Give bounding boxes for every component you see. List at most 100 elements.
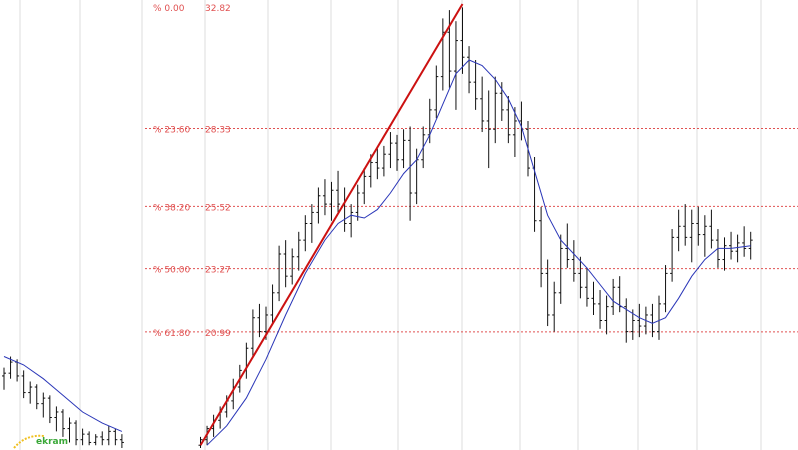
ohlc-bar xyxy=(54,406,59,432)
ohlc-bar xyxy=(506,96,511,144)
ohlc-bar xyxy=(106,425,111,446)
ohlc-bar xyxy=(283,240,288,288)
ohlc-bar xyxy=(650,303,655,338)
ohlc-bar xyxy=(244,342,249,379)
ohlc-bar xyxy=(113,428,118,446)
ohlc-bar xyxy=(80,428,85,446)
ohlc-bar xyxy=(584,267,589,307)
moving-average-line xyxy=(206,59,751,446)
ohlc-bar xyxy=(28,381,33,404)
ohlc-bar xyxy=(336,170,341,213)
ohlc-bar xyxy=(100,431,105,446)
fib-price-label: 23.27 xyxy=(205,266,231,276)
ohlc-bar xyxy=(375,148,380,180)
ohlc-bar xyxy=(670,229,675,282)
ohlc-bar xyxy=(395,134,399,171)
logo: ekram xyxy=(13,434,68,449)
ohlc-bar xyxy=(401,129,406,169)
ohlc-bar xyxy=(34,384,39,410)
ohlc-bar xyxy=(257,303,262,338)
ohlc-bar xyxy=(748,231,753,260)
ohlc-bar xyxy=(67,417,72,443)
ohlc-bar xyxy=(277,245,282,302)
ohlc-bar xyxy=(558,234,563,304)
ohlc-bar xyxy=(598,290,603,329)
ohlc-bar xyxy=(512,107,517,157)
ohlc-bars xyxy=(2,7,753,448)
ohlc-bar xyxy=(676,209,681,252)
grid xyxy=(19,0,762,450)
trendline-group xyxy=(199,3,464,446)
ohlc-bar xyxy=(74,420,79,446)
ohlc-bar xyxy=(493,76,498,144)
ohlc-bar xyxy=(303,215,308,252)
fib-percent-label: % 50.00 xyxy=(153,266,190,276)
ohlc-bar xyxy=(539,206,544,288)
ohlc-bar xyxy=(473,59,478,110)
ohlc-bar xyxy=(630,309,635,340)
ohlc-bar xyxy=(604,295,609,335)
ohlc-bar xyxy=(735,234,740,263)
ohlc-bar xyxy=(578,256,583,299)
trendline xyxy=(199,3,464,446)
fibonacci-levels: % 0.00 32.82 % 23.60 28.33 % 38.20 25.52 % 50.… xyxy=(145,4,798,339)
ohlc-bar xyxy=(447,10,452,88)
ohlc-bar xyxy=(657,295,661,340)
ohlc-bar xyxy=(388,132,393,169)
ohlc-bar xyxy=(381,145,386,177)
fib-percent-label: % 0.00 xyxy=(153,4,185,14)
ohlc-bar xyxy=(198,436,203,448)
ohlc-bar xyxy=(434,65,439,119)
ohlc-bar xyxy=(87,431,92,446)
ohlc-bar xyxy=(702,215,707,257)
fib-price-label: 25.52 xyxy=(205,203,231,213)
ohlc-bar xyxy=(624,298,629,343)
ohlc-bar xyxy=(250,309,255,357)
ohlc-bar xyxy=(480,76,485,133)
ohlc-bar xyxy=(545,259,550,327)
fib-price-label: 32.82 xyxy=(205,4,231,14)
ohlc-bar xyxy=(453,21,458,110)
ohlc-bar xyxy=(355,184,360,221)
ohlc-bar xyxy=(696,206,701,246)
ohlc-bar xyxy=(47,395,52,424)
fib-percent-label: % 38.20 xyxy=(153,203,190,213)
ohlc-bar xyxy=(663,265,668,313)
ohlc-bar xyxy=(60,409,65,437)
ohlc-bar xyxy=(2,367,6,390)
ohlc-bar xyxy=(119,434,124,448)
ohlc-bar xyxy=(460,7,465,74)
ohlc-bar xyxy=(709,209,714,249)
fib-percent-label: % 61.80 xyxy=(153,329,190,339)
ohlc-bar xyxy=(683,204,688,246)
ohlc-bar xyxy=(440,18,445,91)
ohlc-bar xyxy=(329,181,334,221)
ohlc-bar xyxy=(486,90,491,169)
ohlc-bar xyxy=(21,370,26,399)
ohlc-bar xyxy=(591,281,596,315)
ohlc-bar xyxy=(296,231,301,271)
ohlc-bar xyxy=(637,303,642,338)
ohlc-bar xyxy=(611,278,616,315)
ohlc-bar xyxy=(499,82,504,121)
ohlc-bar xyxy=(41,392,46,418)
ohlc-bar xyxy=(290,248,295,285)
ohlc-bar xyxy=(309,204,314,243)
ohlc-bar xyxy=(8,356,13,379)
ohlc-bar xyxy=(532,156,537,232)
fib-percent-label: % 23.60 xyxy=(153,125,190,135)
ohlc-bar xyxy=(270,284,275,324)
ohlc-bar xyxy=(742,226,747,257)
ohlc-bar xyxy=(729,231,734,260)
ohlc-bar xyxy=(552,281,557,332)
ohlc-bar xyxy=(349,204,354,238)
logo-text: ekram xyxy=(36,437,68,447)
ohlc-bar xyxy=(565,223,570,268)
ohlc-bar xyxy=(93,434,98,446)
ohlc-bar xyxy=(689,209,694,263)
moving-average-line xyxy=(3,356,123,432)
fib-price-label: 28.33 xyxy=(205,125,231,135)
ohlc-bar xyxy=(342,187,347,232)
